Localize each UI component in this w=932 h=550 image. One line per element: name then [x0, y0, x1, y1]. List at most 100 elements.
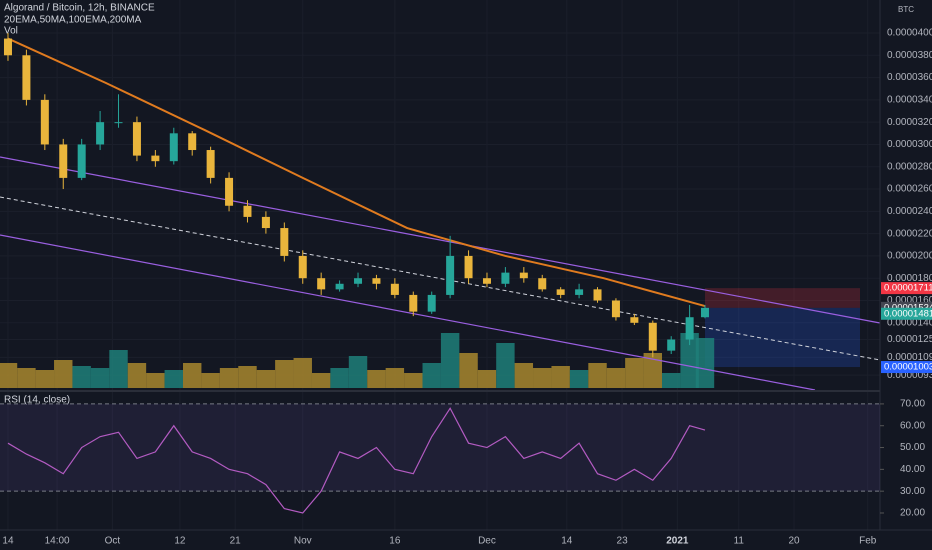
candle-body	[225, 177, 234, 206]
volume-bar	[588, 363, 607, 388]
volume-bar	[293, 358, 312, 388]
candle-body	[335, 283, 344, 290]
x-tick-label: 12	[174, 536, 186, 547]
candle-body	[390, 283, 399, 295]
candle-body	[96, 122, 105, 145]
x-tick-label: 16	[389, 536, 401, 547]
channel-lower	[0, 234, 816, 391]
volume-bar	[477, 370, 497, 388]
x-tick-label: 20	[788, 536, 800, 547]
candle-body	[464, 255, 473, 279]
volume-bar	[183, 363, 202, 388]
y-tick-label: 0.00000930	[887, 370, 932, 381]
x-tick-label: Feb	[859, 536, 877, 547]
candle-body	[354, 278, 363, 284]
price-tag	[881, 282, 932, 295]
candle-body	[114, 122, 123, 124]
stop-zone	[704, 288, 860, 308]
volume-bar	[72, 366, 91, 388]
volume-bar	[238, 366, 257, 388]
rsi-line	[7, 407, 706, 514]
volume-bar	[551, 366, 570, 388]
volume-bar	[606, 368, 626, 388]
volume-bar	[311, 373, 331, 388]
candle-body	[700, 307, 709, 318]
volume-bar	[625, 358, 644, 388]
candle-body	[648, 322, 657, 351]
candle-body	[151, 155, 160, 162]
candle-body	[667, 339, 676, 351]
volume-bar	[569, 370, 589, 388]
candle-body	[317, 278, 326, 290]
x-tick-label: Oct	[105, 536, 121, 547]
rsi-tick-label: 20.00	[900, 508, 925, 519]
candle-body	[40, 99, 49, 145]
candle-body	[427, 294, 436, 312]
candle-body	[446, 255, 455, 295]
volume-bar	[404, 373, 423, 388]
price-tag	[881, 307, 932, 320]
currency: BTC	[898, 5, 914, 14]
volume-bar	[422, 363, 441, 388]
candle-body	[372, 278, 381, 284]
volume-bar	[146, 373, 165, 388]
candle-body	[59, 144, 68, 178]
candle-body	[3, 38, 12, 56]
target-zone	[704, 307, 860, 368]
candle-body	[556, 289, 565, 295]
rsi-band	[0, 403, 880, 492]
volume-bar	[201, 373, 220, 388]
price-tag	[881, 361, 932, 374]
candle-body	[261, 216, 270, 229]
volume-bar	[661, 373, 681, 388]
volume-bar	[367, 370, 386, 388]
volume-bar	[330, 368, 349, 388]
x-tick-label: Nov	[294, 536, 312, 547]
channel-mid	[0, 196, 881, 361]
candle-body	[132, 122, 141, 156]
x-tick-label: 14:00	[45, 536, 70, 547]
x-tick-label: 14	[561, 536, 573, 547]
chart-title: Algorand / Bitcoin, 12h, BINANCE	[4, 3, 155, 14]
volume-bar	[348, 356, 368, 388]
volume-bar	[385, 368, 405, 388]
candle-body	[188, 133, 197, 151]
rsi-tick-label: 30.00	[900, 486, 925, 497]
candle-body	[243, 205, 252, 217]
indicators: 20EMA,50MA,100EMA,200MA	[4, 15, 142, 26]
rsi-tick-label: 50.00	[900, 442, 925, 453]
candle-body	[630, 317, 639, 323]
rsi-tick-label: 40.00	[900, 464, 925, 475]
volume-bar	[643, 353, 662, 388]
candle-body	[519, 272, 528, 279]
volume-bar	[17, 368, 36, 388]
candle-body	[575, 289, 584, 295]
candle-body	[538, 278, 547, 290]
candle-body	[298, 255, 307, 279]
volume-bar	[0, 363, 18, 388]
rsi-tick-label: 60.00	[900, 420, 925, 431]
candle-body	[206, 150, 215, 178]
candle-body	[501, 272, 510, 284]
x-tick-label: 11	[734, 536, 745, 547]
x-tick-label: 14	[2, 536, 14, 547]
volume-bar	[256, 370, 276, 388]
volume-bar	[219, 368, 239, 388]
ma-line	[7, 37, 706, 308]
volume-bar	[440, 333, 460, 388]
candle-body	[611, 300, 620, 318]
volume-label: Vol	[4, 26, 18, 37]
volume-bar	[459, 353, 478, 388]
volume-bar	[90, 368, 110, 388]
